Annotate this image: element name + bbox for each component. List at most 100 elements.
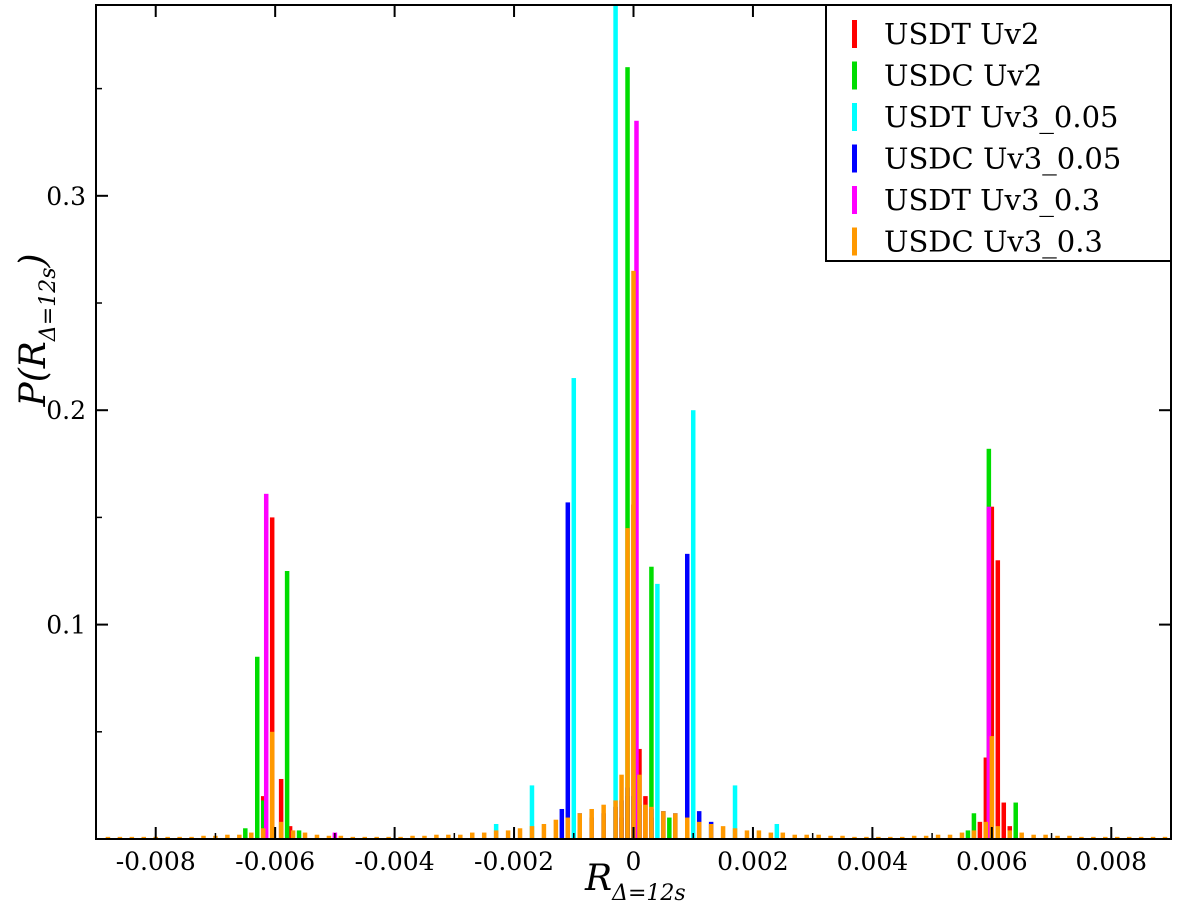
bar-usdt-uv3-0-05-3 — [613, 5, 618, 839]
bar-usdt-uv3-0-05-2 — [571, 378, 577, 839]
y-tick-label: 0.3 — [46, 182, 86, 211]
bar-usdc-uv3-0-3-2 — [129, 836, 135, 839]
legend-swatch — [852, 103, 857, 131]
legend-entry-label: USDC Uv3_0.3 — [884, 225, 1103, 260]
bar-usdc-uv3-0-3-75 — [959, 832, 965, 839]
x-tick-label: 0.008 — [1075, 847, 1147, 876]
bar-usdc-uv2-5 — [625, 67, 630, 840]
bar-usdc-uv3-0-3-46 — [631, 270, 636, 840]
legend-swatch — [852, 186, 857, 214]
bar-usdc-uv3-0-3-14 — [269, 731, 275, 839]
x-tick-label: -0.004 — [355, 847, 435, 876]
bar-usdc-uv3-0-3-63 — [816, 834, 821, 839]
legend: USDT Uv2 USDC Uv2 USDT Uv3_0.05 USDC Uv3_0.… — [825, 4, 1172, 262]
legend-entry-label: USDT Uv2 — [884, 17, 1039, 51]
bar-usdc-uv3-0-3-52 — [685, 817, 690, 839]
bar-usdc-uv3-0-3-37 — [541, 823, 547, 839]
bar-usdc-uv3-0-3-20 — [338, 835, 344, 839]
x-tick-label: -0.008 — [116, 847, 196, 876]
bar-usdc-uv3-0-3-19 — [326, 835, 332, 839]
bar-usdc-uv3-0-3-42 — [601, 804, 606, 839]
bar-usdc-uv2-2 — [260, 800, 266, 839]
bar-usdt-uv3-0-05-7 — [774, 823, 780, 839]
bar-usdc-uv3-0-3-71 — [911, 835, 917, 839]
bar-usdc-uv3-0-3-53 — [696, 821, 702, 839]
bar-usdc-uv3-0-3-41 — [589, 808, 594, 839]
bar-usdc-uv3-0-3-31 — [470, 832, 475, 839]
bar-usdc-uv3-0-3-29 — [446, 834, 451, 839]
bar-usdc-uv3-0-3-54 — [708, 823, 714, 839]
legend-swatch — [852, 144, 857, 173]
bar-usdc-uv3-0-3-56 — [732, 828, 738, 839]
y-axis-label-suffix: ) — [13, 253, 54, 268]
bar-usdt-uv3-0-3-0 — [263, 493, 269, 839]
bar-usdt-uv2-2 — [278, 778, 284, 839]
bar-usdc-uv3-0-3-81 — [1019, 832, 1024, 839]
bar-usdc-uv3-0-3-25 — [398, 836, 403, 839]
bar-usdc-uv3-0-3-7 — [189, 836, 194, 839]
bar-usdc-uv3-0-05-0 — [559, 808, 565, 839]
x-axis-label-main: R — [584, 858, 612, 899]
bar-usdc-uv3-0-3-15 — [278, 821, 284, 839]
bar-usdc-uv3-0-3-60 — [780, 832, 786, 839]
legend-entry-label: USDC Uv3_0.05 — [884, 142, 1121, 177]
bar-usdc-uv3-0-3-23 — [374, 836, 379, 839]
bar-usdc-uv2-9 — [971, 813, 977, 839]
bar-usdt-uv2-3 — [287, 826, 293, 839]
bar-usdc-uv2-6 — [649, 566, 654, 839]
bars-layer — [105, 5, 1168, 840]
legend-entry-label: USDT Uv3_0.05 — [884, 100, 1118, 135]
bar-usdc-uv3-0-3-93 — [1162, 836, 1168, 839]
bar-usdc-uv3-0-3-90 — [1126, 836, 1132, 839]
bar-usdc-uv3-0-3-82 — [1031, 834, 1036, 839]
y-axis-label-prefix: P( — [13, 367, 54, 407]
bar-usdc-uv3-0-3-43 — [613, 800, 618, 839]
x-axis-label: RΔ=12s — [584, 858, 686, 906]
bar-usdc-uv3-0-3-67 — [864, 836, 869, 839]
bar-usdc-uv3-0-3-0 — [105, 836, 111, 839]
bar-usdc-uv3-0-3-58 — [756, 830, 762, 839]
bar-usdc-uv2-1 — [255, 656, 260, 839]
bar-usdc-uv3-0-3-34 — [505, 830, 511, 839]
bar-usdc-uv3-0-3-32 — [481, 832, 487, 839]
x-tick-label: -0.002 — [474, 847, 554, 876]
bar-usdt-uv3-0-05-4 — [655, 583, 660, 839]
bar-usdc-uv3-0-3-26 — [410, 835, 415, 839]
bar-usdt-uv3-0-3-2 — [634, 120, 639, 839]
legend-entry-label: USDC Uv2 — [884, 59, 1042, 93]
bar-usdc-uv3-0-3-64 — [828, 835, 833, 839]
bar-usdc-uv3-0-3-68 — [876, 836, 881, 839]
bar-usdc-uv3-0-3-79 — [995, 826, 1001, 839]
bar-usdc-uv3-0-3-72 — [923, 835, 929, 839]
bar-usdc-uv2-0 — [243, 828, 248, 839]
bar-usdc-uv3-0-3-70 — [900, 836, 905, 839]
y-tick-label: 0.1 — [46, 611, 86, 640]
bar-usdt-uv2-13 — [995, 560, 1001, 839]
bar-usdc-uv3-0-05-1 — [565, 502, 571, 839]
bar-usdt-uv2-11 — [983, 757, 989, 839]
bar-usdc-uv3-0-3-49 — [649, 806, 654, 839]
bar-usdc-uv3-0-3-87 — [1091, 836, 1096, 839]
bar-usdc-uv3-0-3-73 — [935, 834, 941, 839]
y-axis-label: P(RΔ=12s) — [13, 253, 61, 407]
bar-usdc-uv3-0-3-61 — [792, 834, 797, 839]
x-axis-label-sub: Δ=12s — [611, 881, 686, 906]
bar-usdt-uv2-1 — [269, 517, 275, 839]
bar-usdc-uv3-0-3-48 — [643, 804, 648, 839]
bar-usdc-uv3-0-3-65 — [840, 835, 845, 839]
bar-usdc-uv3-0-3-8 — [201, 835, 206, 839]
bar-usdc-uv3-0-3-59 — [768, 832, 774, 839]
legend-box — [825, 4, 1172, 262]
bar-usdc-uv3-0-3-55 — [720, 826, 726, 839]
legend-swatch — [852, 61, 857, 90]
bar-usdc-uv3-0-3-18 — [314, 834, 320, 839]
bar-usdc-uv3-0-3-40 — [577, 813, 582, 839]
bar-usdc-uv3-0-3-21 — [350, 836, 356, 839]
y-axis-ticks: 0.1 0.2 0.3 — [46, 87, 1171, 733]
bar-usdt-uv3-0-3-3 — [986, 506, 992, 839]
bar-usdc-uv3-0-3-85 — [1067, 835, 1072, 839]
bar-usdc-uv3-0-3-66 — [852, 836, 857, 839]
x-tick-label: 0.004 — [837, 847, 909, 876]
bar-usdc-uv3-0-3-1 — [117, 836, 123, 839]
bar-usdc-uv3-0-3-12 — [249, 832, 254, 839]
